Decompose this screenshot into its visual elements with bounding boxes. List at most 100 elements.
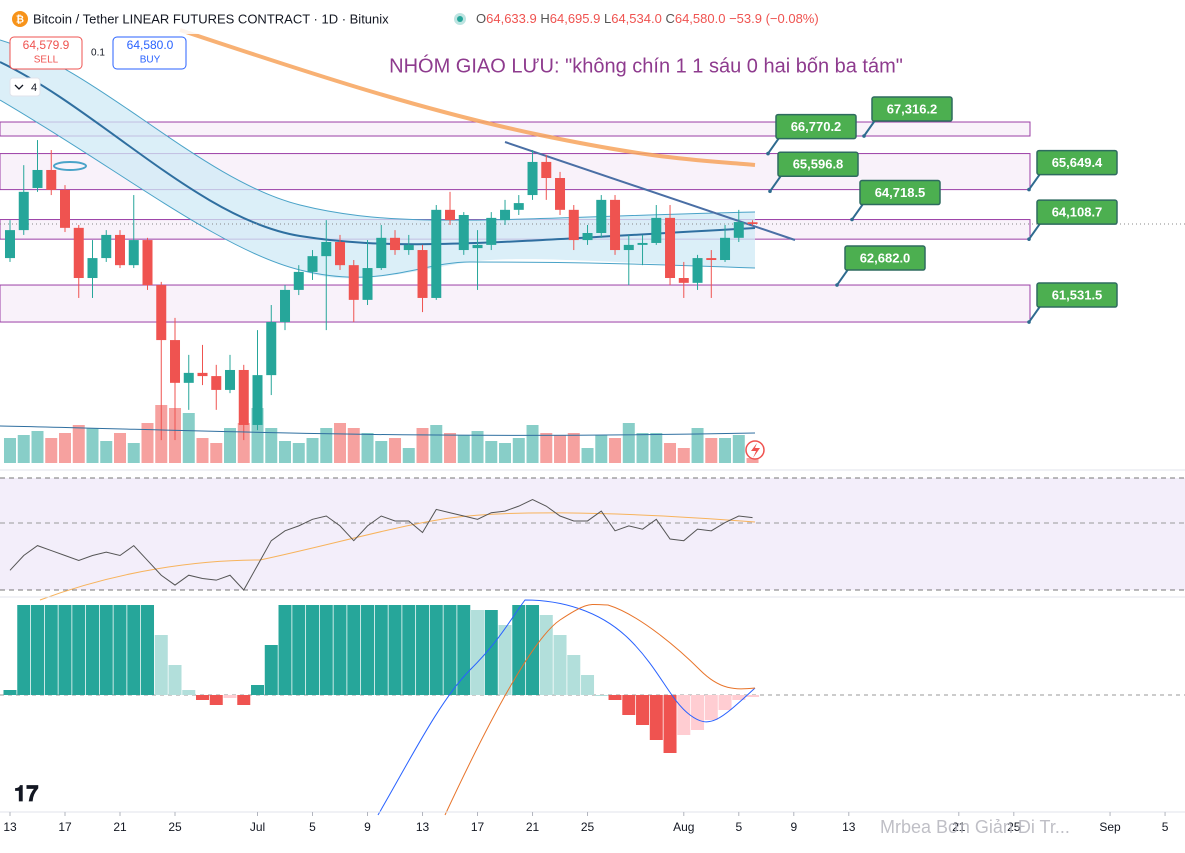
volume-bar [17,435,30,463]
macd-bar [443,605,457,695]
candle-body [170,340,181,383]
symbol-title[interactable]: Bitcoin / Tether LINEAR FUTURES CONTRACT… [33,11,389,26]
level-label: 64,718.5 [875,185,926,200]
volume-bar [650,433,663,463]
macd-bar [498,625,512,695]
candle-body [59,189,70,228]
volume-bar [677,448,690,463]
level-pointer [767,135,781,155]
volume-bar [347,428,360,463]
macd-pane [3,605,760,753]
volume-bar [72,425,85,463]
rsi-ma [39,512,756,601]
macd-bar [99,605,113,695]
level-point [1027,237,1031,241]
volume-bar [471,431,484,463]
macd-bar [58,605,72,695]
macd-bar [608,695,622,700]
x-tick-label: 13 [416,820,430,834]
candle-body [252,375,263,425]
candle-body [211,376,222,390]
candle-body [4,230,15,259]
signal-line [444,603,756,816]
macd-bar [141,605,155,695]
macd-bar [732,695,746,700]
x-tick-label: 5 [309,820,316,834]
macd-bar [113,605,127,695]
rsi-pane [9,499,753,591]
band-fill [0,40,755,279]
candle-body [706,258,717,261]
candle-body [733,222,744,238]
macd-bar [512,605,526,695]
volume-bar [402,448,415,463]
macd-bar [347,605,361,695]
macd-bar [86,605,100,695]
volume-bar [499,443,512,463]
macd-bar [553,635,567,695]
rsi-background [0,478,1185,590]
volume-bar [636,433,649,463]
volume-bar [416,428,429,463]
ohlc: O64,633.9 H64,695.9 L64,534.0 C64,580.0 … [476,11,819,26]
level-label: 65,649.4 [1052,155,1103,170]
candle-body [692,258,703,283]
level-pointer [769,173,783,192]
buy-price: 64,580.0 [127,38,174,52]
level-label: 66,770.2 [791,119,842,134]
volume-bar [3,438,16,463]
level-box [1036,282,1118,308]
level-box [777,151,859,178]
x-tick-label: 21 [952,820,966,834]
volume-bar [224,428,237,463]
volume-bar [485,441,498,463]
candle-body [555,178,566,210]
candle-body [321,242,332,257]
macd-bar [72,605,86,695]
buy-button[interactable] [112,36,187,70]
macd-bar [251,685,265,695]
ohlc-value: 64,633.9 [486,11,537,26]
candle-body [541,161,552,179]
candle-body [73,227,84,279]
candle-body [720,237,731,261]
candles [4,140,758,441]
sell-label: SELL [34,55,59,66]
candle-body [87,258,98,279]
x-tick-label: 5 [735,820,742,834]
candle-body [637,242,648,245]
x-tick-label: Sep [1099,820,1121,834]
indicator-toggle[interactable] [9,77,41,97]
sell-button[interactable] [9,36,83,70]
macd-bar [416,605,430,695]
macd-bar [168,665,182,695]
volume-bar [375,441,388,463]
x-tick-label: 13 [3,820,17,834]
candle-body [596,199,607,233]
level-point [768,189,772,194]
x-tick-label: 17 [471,820,485,834]
candle-body [417,250,428,298]
macd-bar [196,695,210,700]
highlight [53,161,87,171]
volume-bar [705,438,718,463]
level-point [1027,320,1031,324]
candle-body [623,244,634,251]
candle-body [128,240,139,266]
volume-bar [554,435,567,463]
volume-bar [45,438,58,463]
macd-bar [223,695,237,698]
candle-body [266,322,277,376]
macd-bar [388,605,402,695]
candle-body [32,169,43,188]
candle-body [225,369,236,390]
ohlc-key: L [604,11,611,26]
volume-bar [746,458,759,463]
candle-body [568,209,579,241]
x-tick-label: 25 [1007,820,1021,834]
watermark: Mrbea Bơn Giản Đi Tr... [880,817,1070,837]
candle-body [610,199,621,251]
level-label: 64,108.7 [1052,205,1103,220]
candle-body [403,244,414,251]
